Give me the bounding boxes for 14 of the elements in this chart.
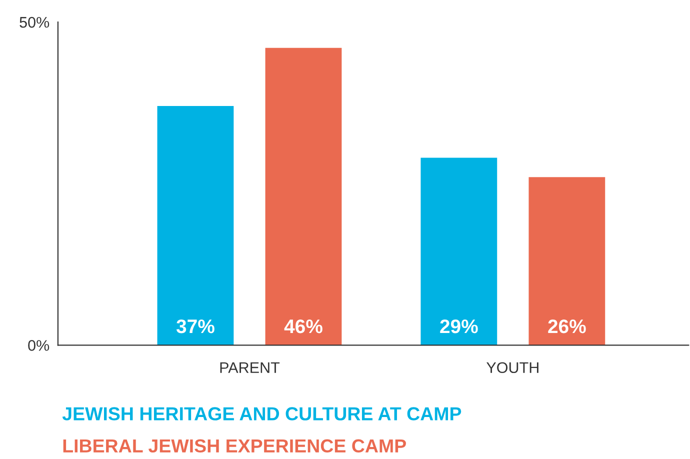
text: JEWISH HERITAGE AND CULTURE AT CAMP [62,407,462,420]
text: 46% [284,319,322,334]
text: LIBERAL JEWISH EXPERIENCE CAMP [63,439,406,453]
bar [420,158,498,346]
bar [528,177,606,346]
bar [265,48,342,346]
x-tick-label: PARENT [220,362,280,373]
x-tick-label: YOUTH [486,362,538,374]
text: 26% [548,319,586,334]
bar [157,106,234,346]
y-tick-label: 0% [28,340,50,351]
text: 29% [440,319,478,334]
y-tick-label: 50% [20,16,50,28]
text: 37% [176,319,214,334]
